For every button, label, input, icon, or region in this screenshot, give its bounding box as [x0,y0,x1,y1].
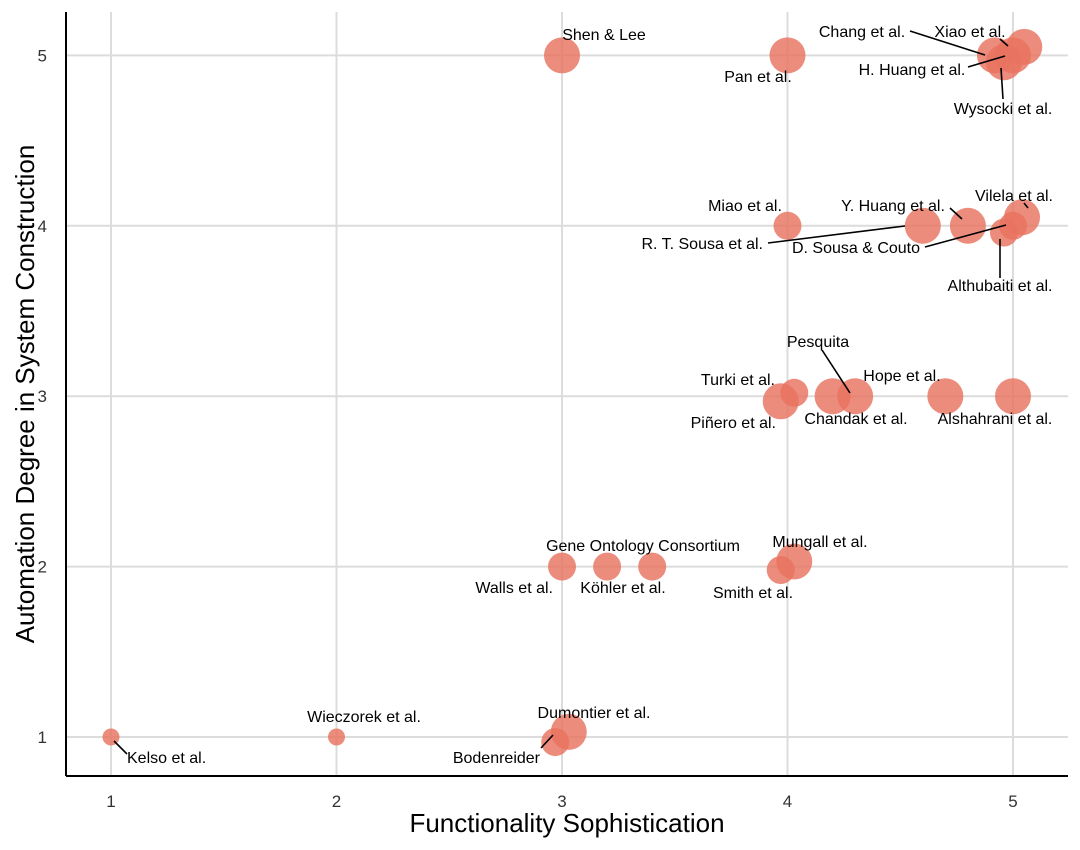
y-tick-label: 3 [38,387,47,406]
label-leader-line [999,38,1009,47]
point-label: D. Sousa & Couto [792,240,920,257]
point-label: Althubaiti et al. [948,278,1053,295]
point-label: Kelso et al. [127,750,206,767]
data-point [780,378,809,407]
axes [65,12,1068,777]
label-leader-lines [113,30,1029,755]
point-label: Wysocki et al. [954,101,1053,118]
point-label: Gene Ontology Consortium [546,538,740,555]
point-label: Vilela et al. [975,188,1053,205]
tick-labels: 1 2 3 4 5 1 2 3 4 5 [38,46,1018,811]
label-leader-line [924,224,1007,248]
point-label: R. T. Sousa et al. [641,236,763,253]
label-leader-line [113,740,128,755]
data-point [773,211,802,240]
data-point [995,378,1031,415]
y-tick-label: 5 [38,46,47,65]
data-point [544,37,580,74]
point-label: Xiao et al. [934,24,1005,41]
point-label: Smith et al. [713,585,793,602]
label-leader-line [949,207,963,220]
point-label: Pan et al. [724,69,792,86]
point-label: Mungall et al. [772,534,867,551]
point-label: Piñero et al. [691,415,776,432]
label-leader-line [821,349,851,394]
point-label: Wieczorek et al. [307,709,421,726]
x-tick-label: 3 [557,792,566,811]
point-label: Bodenreider [453,750,541,767]
point-label: Chang et al. [819,24,905,41]
point-label: Alshahrani et al. [938,411,1053,428]
data-point [927,378,964,415]
data-point [638,552,667,581]
data-point [1006,28,1043,65]
label-leader-line [1000,67,1004,100]
data-point [593,552,622,581]
point-label: Chandak et al. [804,411,907,428]
point-label: Turki et al. [701,372,775,389]
label-leader-line [1023,202,1029,209]
label-leader-line [767,225,906,244]
data-point [548,552,576,581]
grid-lines [66,12,1068,776]
x-tick-label: 1 [106,792,115,811]
data-point [769,37,806,74]
label-leader-line [909,30,986,56]
x-axis-title: Functionality Sophistication [409,808,724,838]
y-tick-label: 4 [38,217,47,236]
point-label: Pesquita [787,334,849,351]
data-point [776,543,813,580]
x-tick-label: 5 [1008,792,1017,811]
data-point [1004,199,1041,236]
point-label: Dumontier et al. [538,705,651,722]
label-leader-line [967,55,1006,68]
point-label: Miao et al. [708,198,782,215]
y-axis-title: Automation Degree in System Construction [10,145,40,644]
data-points [102,28,1043,757]
data-point [904,207,941,244]
point-label: Köhler et al. [580,580,665,597]
point-label: Hope et al. [863,368,940,385]
point-labels: Kelso et al. Wieczorek et al. Bodenreider D… [127,24,1053,767]
x-tick-label: 2 [332,792,341,811]
point-label: Walls et al. [475,580,553,597]
x-tick-label: 4 [783,792,792,811]
label-leader-line [540,734,554,749]
y-tick-label: 2 [38,558,47,577]
point-label: H. Huang et al. [859,62,966,79]
point-label: Shen & Lee [562,27,646,44]
y-tick-label: 1 [38,728,47,747]
data-point [328,728,345,746]
data-point [550,713,587,750]
point-label: Y. Huang et al. [841,198,945,215]
